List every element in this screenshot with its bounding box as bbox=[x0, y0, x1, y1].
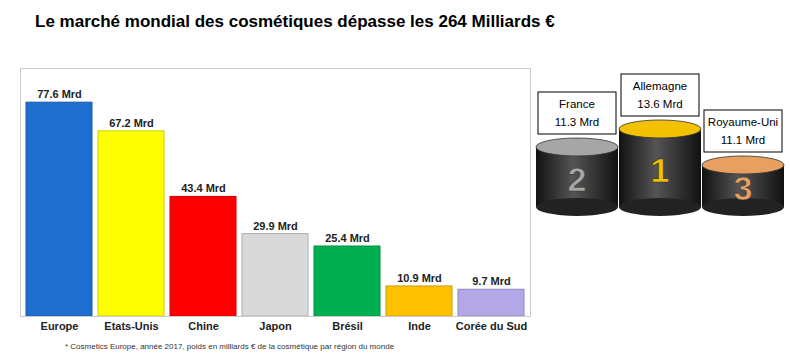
svg-text:10.9 Mrd: 10.9 Mrd bbox=[397, 272, 442, 284]
svg-text:43.4 Mrd: 43.4 Mrd bbox=[181, 182, 226, 194]
svg-text:Japon: Japon bbox=[259, 320, 292, 332]
svg-text:Allemagne: Allemagne bbox=[633, 80, 687, 92]
svg-text:25.4 Mrd: 25.4 Mrd bbox=[325, 232, 370, 244]
svg-text:13.6 Mrd: 13.6 Mrd bbox=[637, 98, 682, 110]
svg-text:2: 2 bbox=[568, 160, 587, 198]
svg-text:Brésil: Brésil bbox=[332, 320, 363, 332]
svg-text:France: France bbox=[559, 98, 595, 110]
svg-text:11.3 Mrd: 11.3 Mrd bbox=[555, 116, 600, 128]
svg-text:Royaume-Uni: Royaume-Uni bbox=[708, 116, 778, 128]
svg-text:67.2 Mrd: 67.2 Mrd bbox=[109, 117, 154, 129]
svg-text:1: 1 bbox=[651, 151, 670, 189]
svg-text:9.7 Mrd: 9.7 Mrd bbox=[472, 275, 511, 287]
svg-text:Chine: Chine bbox=[188, 320, 219, 332]
svg-text:3: 3 bbox=[734, 169, 753, 207]
svg-text:Etats-Unis: Etats-Unis bbox=[104, 320, 158, 332]
svg-text:Europe: Europe bbox=[41, 320, 79, 332]
svg-text:11.1 Mrd: 11.1 Mrd bbox=[721, 134, 766, 146]
svg-text:Inde: Inde bbox=[408, 320, 431, 332]
svg-text:77.6 Mrd: 77.6 Mrd bbox=[37, 88, 82, 100]
svg-text:29.9 Mrd: 29.9 Mrd bbox=[253, 220, 298, 232]
html-text:* Cosmetics Europe, année 2017: * Cosmetics Europe, année 2017, poids en… bbox=[65, 342, 395, 351]
svg-text:Corée du Sud: Corée du Sud bbox=[456, 320, 528, 332]
html-text:Le marché mondial des cosmétiq: Le marché mondial des cosmétiques dépass… bbox=[35, 12, 555, 31]
